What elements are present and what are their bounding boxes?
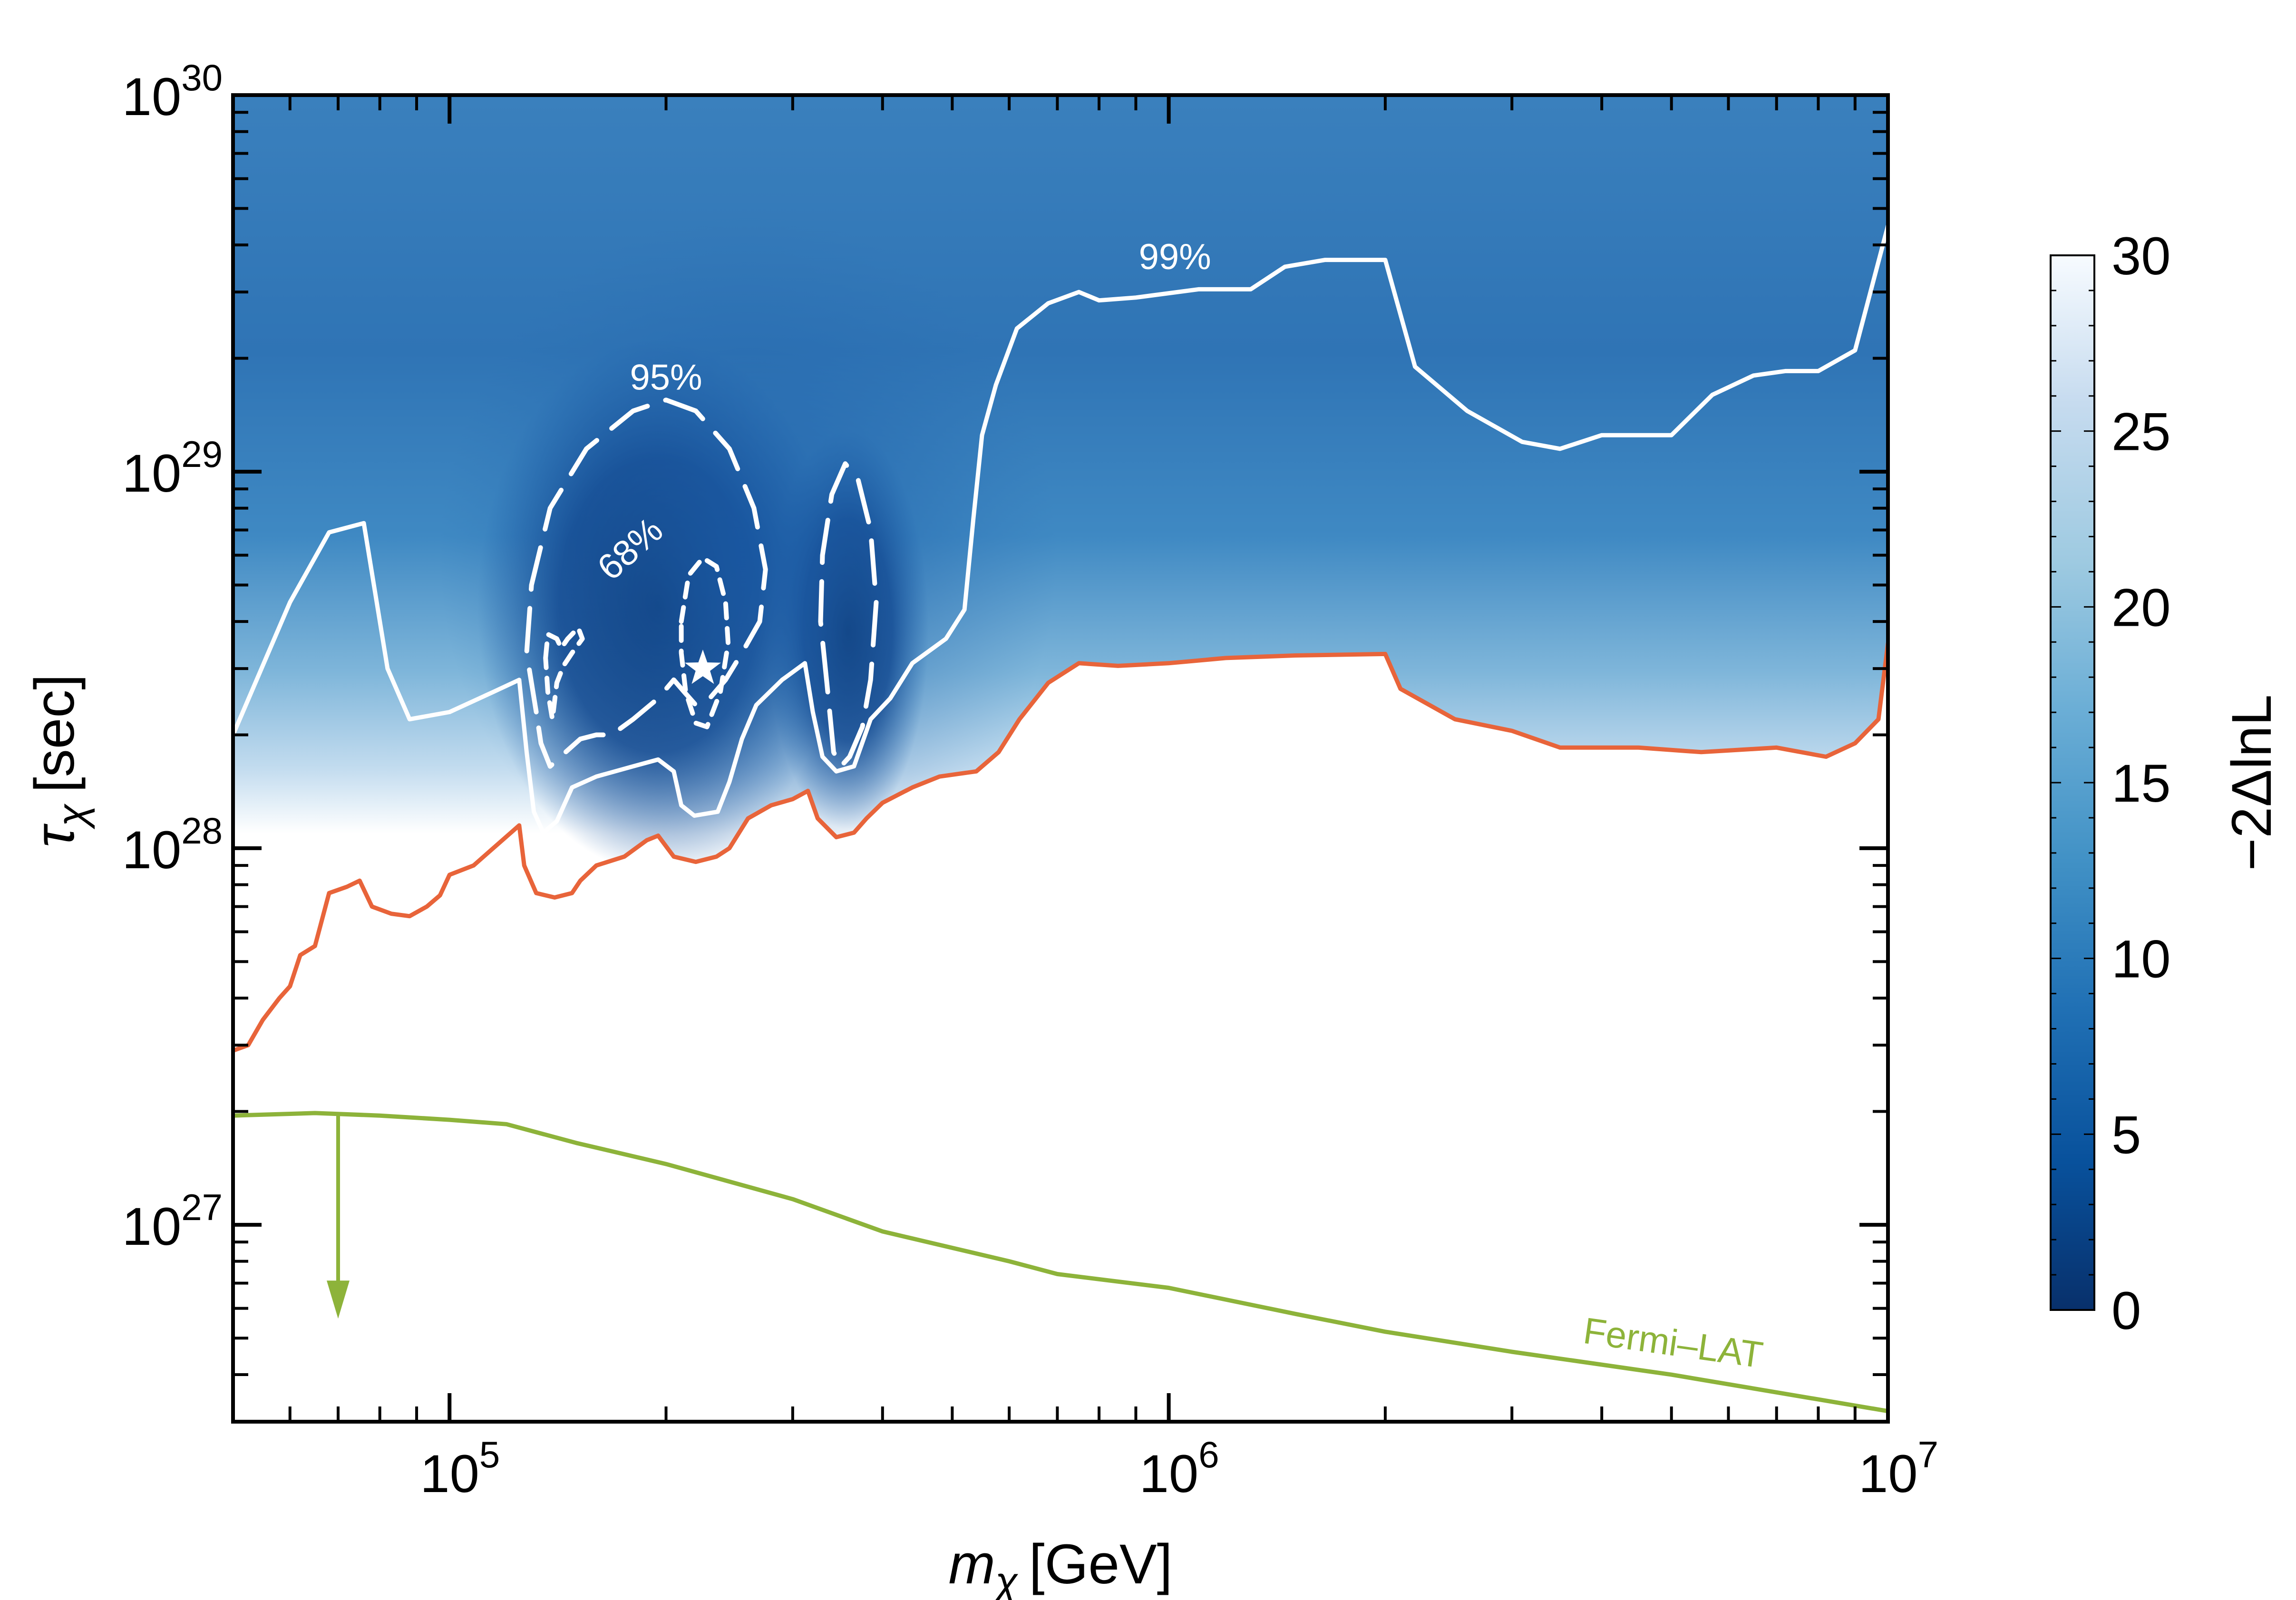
tick-layer — [232, 93, 1890, 1423]
y-axis-var: τ — [23, 823, 86, 847]
annotation-label: 95% — [630, 358, 702, 398]
colorbar-label: −2ΔlnL — [2220, 695, 2283, 871]
tick-exponent: 28 — [181, 810, 223, 852]
y-axis-title: τχ [sec] — [23, 674, 95, 847]
colorbar: 0 5 10 15 20 25 30 −2ΔlnL — [2050, 226, 2283, 1340]
y-tick-label: 1027 — [122, 1186, 223, 1256]
colorbar-tick-label: 10 — [2111, 930, 2171, 989]
series-line — [543, 625, 585, 722]
series-line — [818, 461, 879, 769]
colorbar-tick-label: 0 — [2111, 1281, 2141, 1340]
y-tick-label: 1028 — [122, 810, 223, 880]
y-tick-label: 1030 — [122, 57, 223, 126]
tick-exponent: 29 — [181, 433, 223, 475]
colorbar-tick-label: 25 — [2111, 402, 2171, 462]
x-tick-label: 105 — [420, 1434, 500, 1503]
colorbar-ticks: 0 5 10 15 20 25 30 — [2051, 226, 2171, 1340]
tick-base: 10 — [122, 444, 182, 503]
fermi-arrow-head — [326, 1280, 350, 1319]
x-axis-sub: χ — [992, 1559, 1019, 1600]
annotation-label: 99% — [1139, 237, 1211, 277]
x-tick-label: 106 — [1139, 1434, 1219, 1503]
tick-base: 10 — [1139, 1444, 1199, 1503]
marker-layer — [684, 650, 721, 684]
plot-frame — [231, 93, 1890, 1424]
series-line — [679, 555, 731, 729]
colorbar-tick-label: 15 — [2111, 754, 2171, 813]
best-fit-star — [684, 650, 721, 684]
colorbar-tick-label: 20 — [2111, 578, 2171, 637]
heatmap-mid-region — [438, 213, 1057, 898]
series-layer — [233, 223, 1888, 1414]
x-axis-unit: [GeV] — [1029, 1533, 1173, 1596]
plot-area: 99%95%68%Fermi–LAT — [233, 95, 1888, 1422]
x-axis-title: mχ [GeV] — [949, 1533, 1173, 1600]
tick-exponent: 5 — [479, 1434, 500, 1475]
colorbar-tick-label: 30 — [2111, 226, 2171, 286]
x-axis-var: m — [949, 1533, 995, 1596]
tick-base: 10 — [122, 67, 182, 126]
series-line — [524, 398, 768, 769]
series-line — [233, 1111, 1888, 1414]
tick-exponent: 27 — [181, 1186, 223, 1228]
x-tick-label: 107 — [1858, 1434, 1938, 1503]
y-axis-unit: [sec] — [23, 674, 86, 793]
tick-exponent: 30 — [181, 57, 223, 98]
colorbar-tick-label: 5 — [2111, 1105, 2141, 1164]
series-line — [233, 641, 1888, 1053]
tick-exponent: 6 — [1198, 1434, 1219, 1475]
tick-base: 10 — [122, 820, 182, 880]
tick-base: 10 — [420, 1444, 479, 1503]
tick-base: 10 — [1858, 1444, 1918, 1503]
tick-base: 10 — [122, 1197, 182, 1256]
y-tick-label: 1029 — [122, 433, 223, 503]
y-axis-sub: χ — [49, 803, 95, 830]
series-line — [233, 223, 1888, 835]
tick-exponent: 7 — [1918, 1434, 1938, 1475]
